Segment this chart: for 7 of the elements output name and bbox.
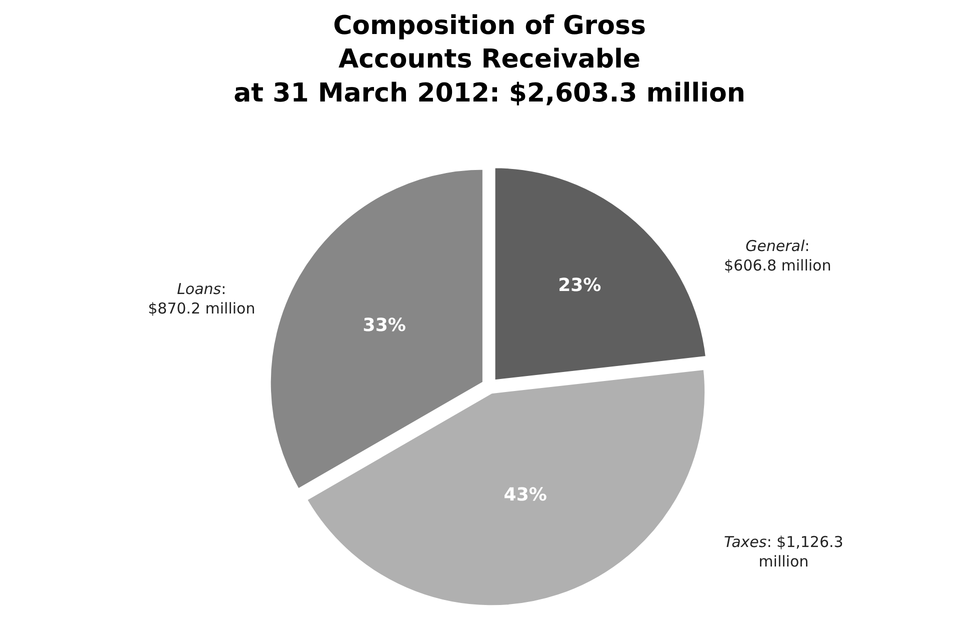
slice-label: Loans	[177, 280, 222, 298]
slice-label: Taxes	[724, 533, 767, 551]
chart-title: Composition of Gross Accounts Receivable at 31 March 2012: $2,603.3 million	[234, 10, 746, 108]
data-label: 23%	[558, 274, 602, 296]
data-label: 33%	[362, 314, 406, 336]
slice-label: General	[746, 237, 806, 255]
data-label: 43%	[504, 484, 547, 506]
